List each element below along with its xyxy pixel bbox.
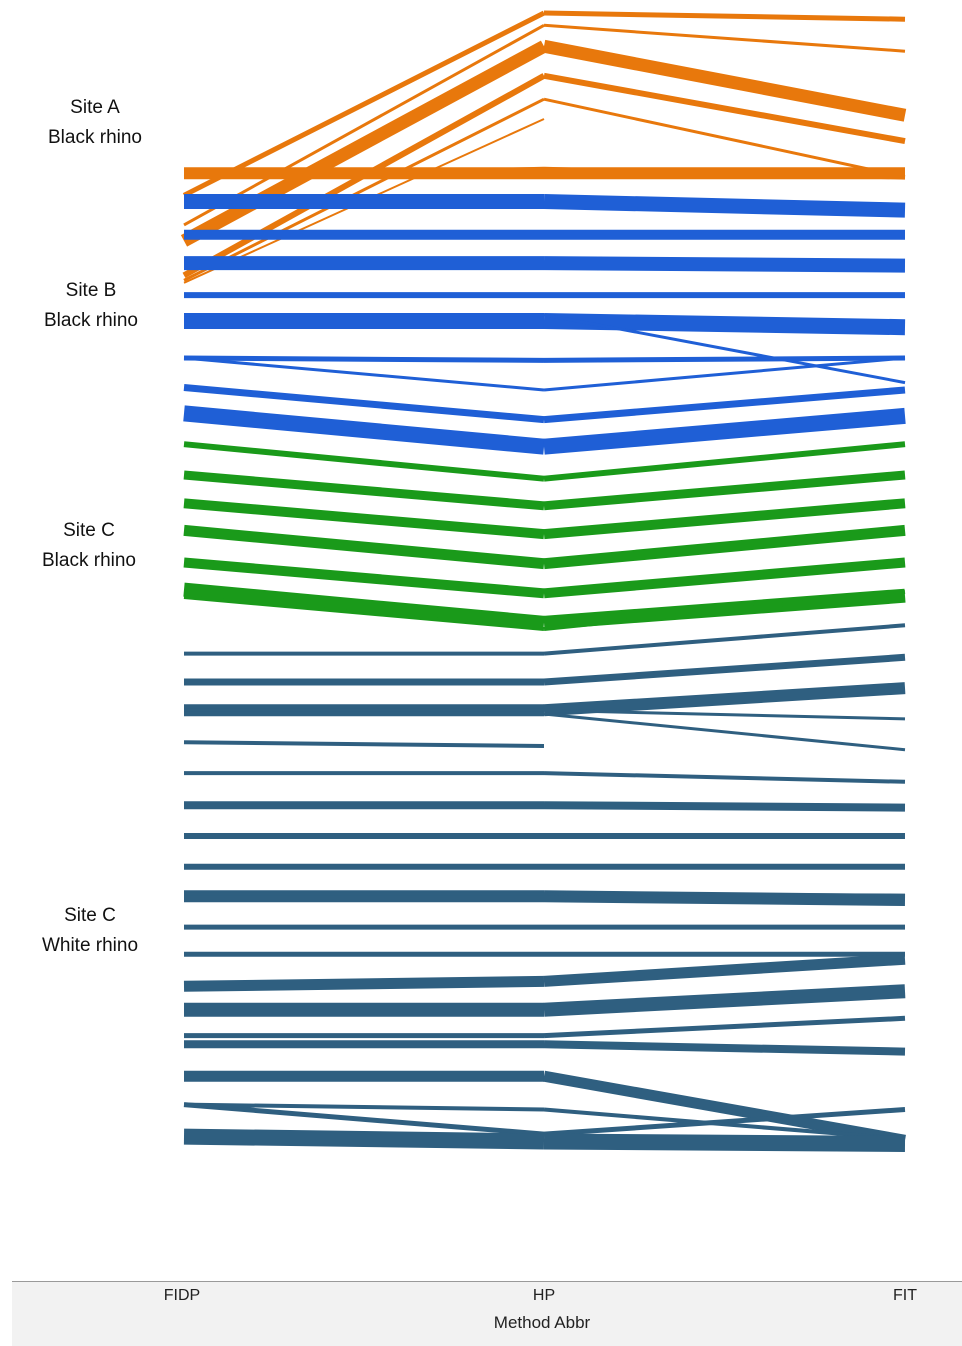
series-line-g3-l10-seg1: [543, 890, 906, 906]
series-line-g3-l20-seg0: [183, 1102, 545, 1112]
series-line-g1-l9-seg0: [183, 405, 545, 455]
series-line-g2-l5-seg0: [183, 582, 545, 630]
series-line-g3-l19-seg1: [543, 1107, 906, 1137]
group-label-site: Site B: [65, 280, 117, 301]
series-line-g3-l1-seg1: [543, 653, 906, 686]
series-line-g2-l6-seg0: [183, 595, 545, 631]
series-line-g1-l5-seg1: [543, 313, 906, 385]
series-line-g1-l6-seg1: [543, 355, 906, 363]
series-line-g0-l5-seg0: [183, 23, 545, 227]
series-line-g3-l6-seg1: [543, 771, 906, 784]
series-line-g3-l0-seg1: [543, 623, 906, 656]
x-tick-label-fidp: FIDP: [163, 1287, 201, 1304]
series-line-g2-l0-seg1: [543, 441, 906, 482]
series-line-g2-l3-seg1: [543, 524, 906, 570]
series-line-g3-l4-seg1: [543, 712, 906, 752]
series-line-g3-l21-seg0: [183, 1128, 545, 1150]
series-line-g2-l1-seg1: [543, 470, 906, 511]
series-line-g3-l18-seg1: [543, 1070, 906, 1146]
group-label-species: Black rhino: [42, 550, 136, 571]
series-line-g1-l7-seg1: [543, 356, 906, 392]
group-label-site-c-white-rhino: Site C White rhino: [5, 901, 175, 961]
series-line-g0-l3-seg1: [543, 97, 906, 179]
series-line-g0-l7-seg1: [543, 166, 906, 180]
series-line-g0-l3-seg0: [183, 97, 545, 282]
series-line-g2-l1-seg0: [183, 470, 545, 511]
x-tick-label-hp: HP: [532, 1287, 556, 1304]
group-label-species: Black rhino: [44, 310, 138, 331]
series-line-g1-l9-seg1: [543, 407, 906, 455]
series-line-g0-l2-seg1: [543, 72, 906, 145]
series-line-g0-l0-seg0: [182, 10, 546, 198]
series-line-g3-l19-seg0: [183, 1102, 545, 1137]
series-line-g3-l5-seg0: [183, 740, 545, 748]
series-line-g1-l8-seg1: [543, 386, 906, 424]
series-line-g3-l14-seg1: [543, 953, 906, 987]
series-line-g0-l5-seg1: [543, 23, 906, 53]
group-label-site: Site C: [64, 905, 116, 926]
series-line-g3-l20-seg1: [543, 1107, 906, 1141]
x-tick-label-fit: FIT: [893, 1287, 917, 1304]
series-line-g3-l7-seg1: [543, 801, 906, 812]
series-line-g0-l1-seg1: [542, 39, 907, 122]
group-label-site: Site A: [70, 97, 120, 118]
group-label-site-c-black-rhino: Site C Black rhino: [4, 516, 174, 576]
series-line-g2-l6-seg1: [543, 590, 906, 631]
series-line-g0-l7-seg0: [183, 166, 545, 179]
series-line-g3-l11-seg1: [543, 892, 906, 897]
series-line-g3-l16-seg1: [543, 1015, 906, 1039]
series-line-g2-l3-seg0: [183, 524, 545, 570]
series-line-g1-l0-seg1: [543, 194, 906, 218]
series-line-g1-l2-seg1: [543, 256, 906, 273]
series-line-g3-l2-seg1: [543, 682, 906, 717]
series-line-g3-l15-seg1: [543, 984, 906, 1017]
chart-lines-layer: [180, 10, 907, 1152]
series-line-g3-l21-seg1: [543, 1133, 906, 1152]
group-label-species: White rhino: [41, 935, 139, 956]
series-line-g2-l2-seg1: [543, 498, 906, 540]
series-line-g2-l4-seg0: [183, 557, 545, 599]
series-line-g1-l7-seg0: [183, 356, 545, 392]
group-label-site-a-black-rhino: Site A Black rhino: [10, 93, 180, 153]
series-line-g2-l2-seg0: [183, 498, 545, 540]
x-axis-band: [12, 1281, 962, 1346]
x-axis-title: Method Abbr: [493, 1313, 591, 1332]
series-line-g1-l4-seg1: [543, 313, 906, 336]
series-line-g2-l0-seg0: [183, 441, 545, 482]
series-line-g2-l4-seg1: [543, 557, 906, 599]
group-label-site: Site C: [63, 520, 115, 541]
series-line-g3-l3-seg1: [543, 708, 906, 721]
series-line-g0-l0-seg1: [543, 10, 906, 22]
group-label-site-b-black-rhino: Site B Black rhino: [6, 276, 176, 336]
series-line-g3-l17-seg1: [543, 1040, 906, 1056]
series-line-g1-l6-seg0: [183, 355, 545, 363]
series-line-g3-l14-seg0: [183, 975, 545, 992]
group-label-species: Black rhino: [48, 127, 142, 148]
series-line-g1-l8-seg0: [183, 384, 545, 424]
